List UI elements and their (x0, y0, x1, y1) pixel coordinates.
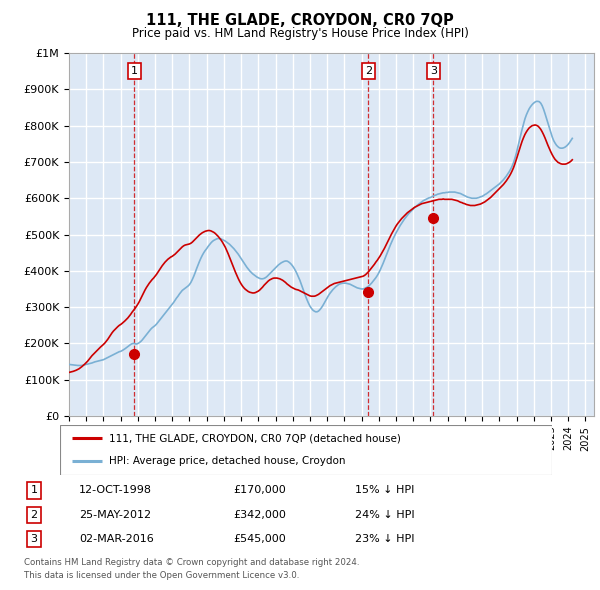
Text: £170,000: £170,000 (234, 486, 287, 496)
Text: HPI: Average price, detached house, Croydon: HPI: Average price, detached house, Croy… (109, 457, 346, 467)
Text: 23% ↓ HPI: 23% ↓ HPI (355, 534, 415, 544)
Text: £342,000: £342,000 (234, 510, 287, 520)
Text: 25-MAY-2012: 25-MAY-2012 (79, 510, 151, 520)
FancyBboxPatch shape (60, 425, 552, 475)
Text: 12-OCT-1998: 12-OCT-1998 (79, 486, 152, 496)
Text: 3: 3 (430, 66, 437, 76)
Text: 24% ↓ HPI: 24% ↓ HPI (355, 510, 415, 520)
Text: 3: 3 (31, 534, 37, 544)
Text: 1: 1 (31, 486, 37, 496)
Text: Price paid vs. HM Land Registry's House Price Index (HPI): Price paid vs. HM Land Registry's House … (131, 27, 469, 40)
Text: 111, THE GLADE, CROYDON, CR0 7QP (detached house): 111, THE GLADE, CROYDON, CR0 7QP (detach… (109, 433, 401, 443)
Text: 15% ↓ HPI: 15% ↓ HPI (355, 486, 415, 496)
Text: Contains HM Land Registry data © Crown copyright and database right 2024.: Contains HM Land Registry data © Crown c… (24, 558, 359, 566)
Text: 2: 2 (31, 510, 37, 520)
Text: This data is licensed under the Open Government Licence v3.0.: This data is licensed under the Open Gov… (24, 571, 299, 579)
Text: £545,000: £545,000 (234, 534, 287, 544)
Text: 111, THE GLADE, CROYDON, CR0 7QP: 111, THE GLADE, CROYDON, CR0 7QP (146, 13, 454, 28)
Text: 2: 2 (365, 66, 372, 76)
Text: 02-MAR-2016: 02-MAR-2016 (79, 534, 154, 544)
Text: 1: 1 (131, 66, 138, 76)
